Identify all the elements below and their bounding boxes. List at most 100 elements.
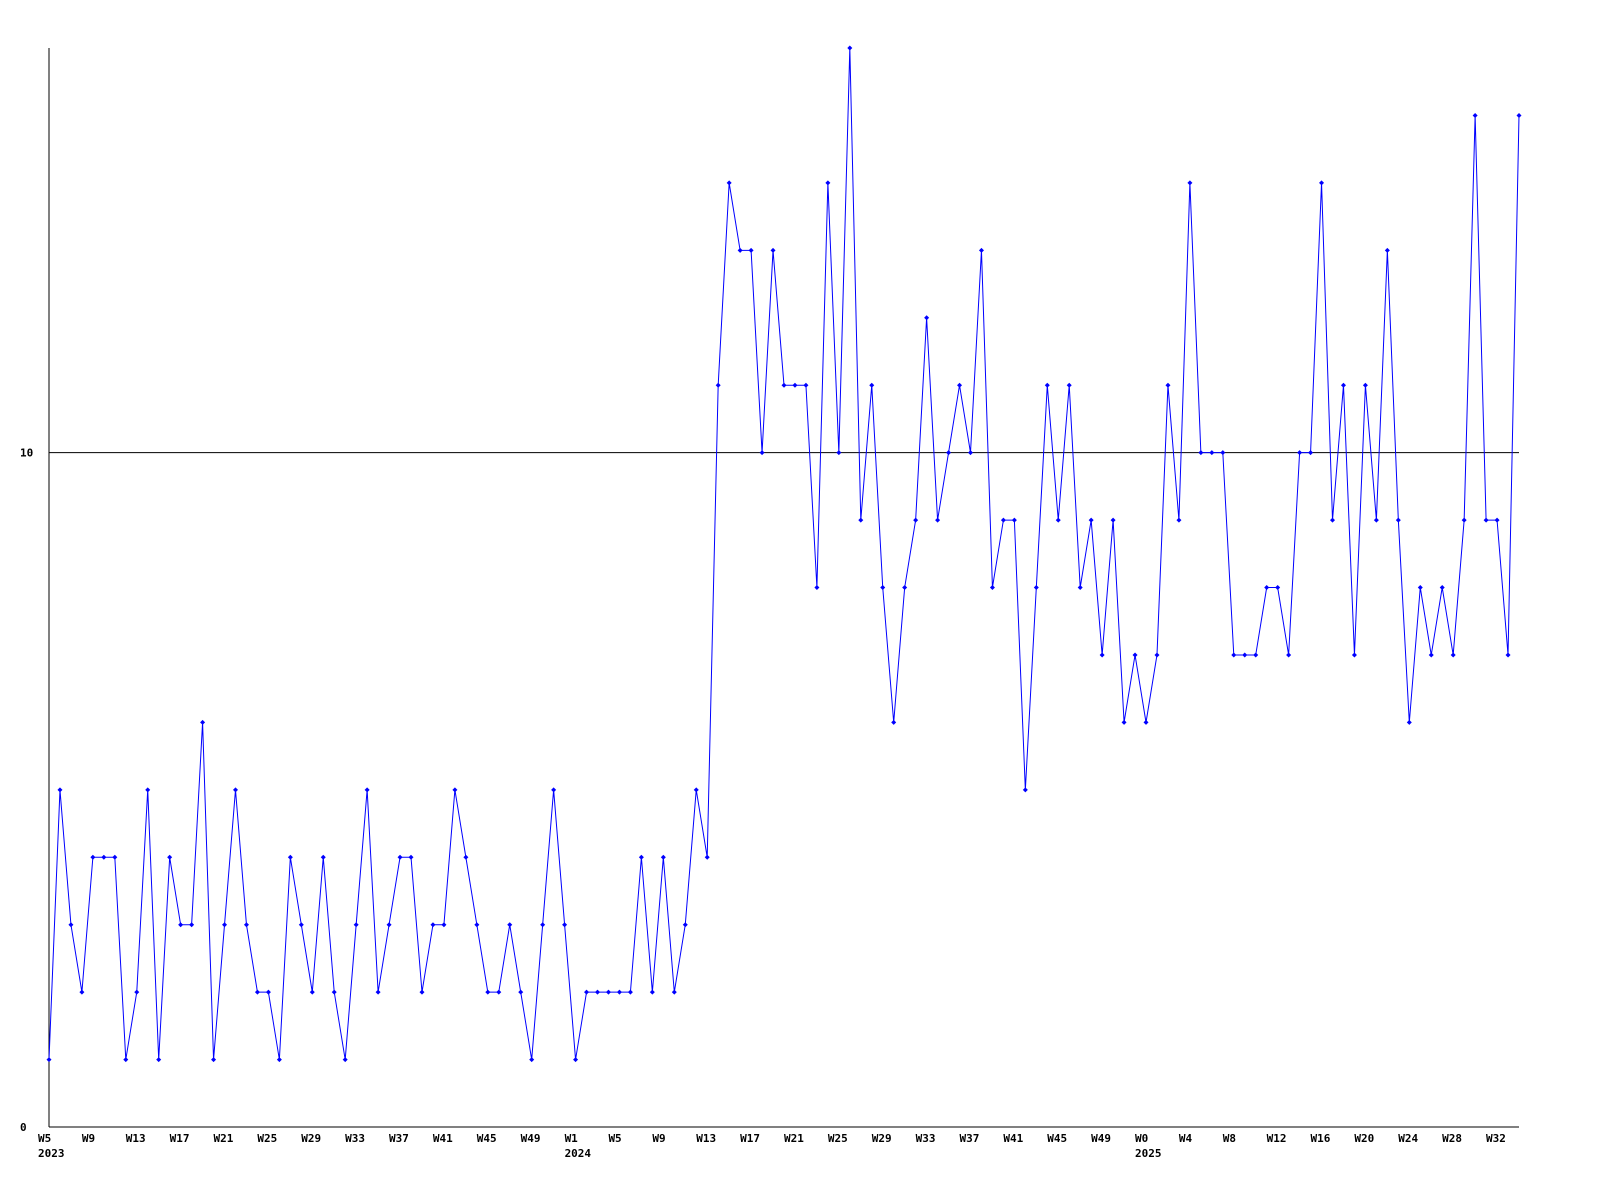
x-tick-label: W41 (433, 1132, 453, 1145)
point-marker (1494, 517, 1500, 523)
point-marker (1121, 719, 1127, 725)
point-marker (320, 854, 326, 860)
x-tick-label: W37 (389, 1132, 409, 1145)
x-tick-label: W17 (740, 1132, 760, 1145)
x-tick-label: W20 (1354, 1132, 1374, 1145)
point-marker (1330, 517, 1336, 523)
point-marker (265, 989, 271, 995)
point-marker (123, 1057, 129, 1063)
point-marker (562, 922, 568, 928)
point-marker (254, 989, 260, 995)
point-marker (1088, 517, 1094, 523)
x-tick-label: W41 (1003, 1132, 1023, 1145)
x-tick-label: W8 (1223, 1132, 1236, 1145)
point-marker (924, 315, 930, 321)
point-marker (540, 922, 546, 928)
point-marker (200, 719, 206, 725)
x-tick-label: W17 (170, 1132, 190, 1145)
point-marker (1516, 112, 1522, 118)
point-marker (1483, 517, 1489, 523)
point-marker (178, 922, 184, 928)
point-marker (1351, 652, 1357, 658)
point-marker (485, 989, 491, 995)
point-marker (869, 382, 875, 388)
point-marker (342, 1057, 348, 1063)
y-tick-label: 10 (20, 447, 33, 460)
point-marker (1033, 585, 1039, 590)
point-marker (825, 180, 831, 186)
x-tick-label: W28 (1442, 1132, 1462, 1145)
x-tick-label: W5 (38, 1132, 51, 1145)
point-marker (715, 382, 721, 388)
point-marker (1297, 450, 1303, 456)
point-marker (375, 989, 381, 995)
point-marker (1132, 652, 1138, 658)
point-marker (474, 922, 480, 928)
x-tick-label: W0 (1135, 1132, 1148, 1145)
point-marker (287, 854, 293, 860)
x-tick-label: W9 (82, 1132, 95, 1145)
point-marker (1055, 517, 1061, 523)
point-marker (660, 854, 666, 860)
point-marker (989, 585, 995, 590)
point-marker (419, 989, 425, 995)
point-marker (616, 989, 622, 995)
x-group-label: 2023 (38, 1147, 65, 1160)
point-marker (1406, 719, 1412, 725)
point-marker (1000, 517, 1006, 523)
point-marker (46, 1057, 52, 1063)
point-marker (496, 989, 502, 995)
point-marker (1044, 382, 1050, 388)
point-marker (649, 989, 655, 995)
point-marker (1308, 450, 1314, 456)
point-marker (101, 854, 107, 860)
x-tick-label: W33 (916, 1132, 936, 1145)
x-tick-label: W45 (477, 1132, 497, 1145)
point-marker (386, 922, 392, 928)
point-marker (770, 247, 776, 253)
point-marker (1154, 652, 1160, 658)
point-marker (858, 517, 864, 523)
point-marker (441, 922, 447, 928)
point-marker (309, 989, 315, 995)
point-marker (167, 854, 173, 860)
point-marker (1110, 517, 1116, 523)
point-marker (232, 787, 238, 793)
point-marker (946, 450, 952, 456)
point-marker (967, 450, 973, 456)
point-marker (1143, 719, 1149, 725)
point-marker (1242, 652, 1248, 658)
point-marker (1417, 585, 1423, 590)
point-marker (737, 247, 743, 253)
point-marker (397, 854, 403, 860)
point-marker (935, 517, 941, 523)
point-marker (551, 787, 557, 793)
point-marker (803, 382, 809, 388)
point-marker (408, 854, 414, 860)
point-marker (1362, 382, 1368, 388)
x-tick-label: W1 (565, 1132, 579, 1145)
point-marker (759, 450, 765, 456)
point-marker (518, 989, 524, 995)
x-tick-label: W49 (521, 1132, 541, 1145)
point-marker (298, 922, 304, 928)
x-tick-label: W37 (959, 1132, 979, 1145)
y-tick-label: 0 (20, 1121, 27, 1134)
point-marker (1165, 382, 1171, 388)
point-marker (1264, 585, 1270, 590)
x-tick-label: W13 (126, 1132, 146, 1145)
point-marker (1428, 652, 1434, 658)
point-marker (1275, 585, 1281, 590)
point-marker (430, 922, 436, 928)
point-marker (1340, 382, 1346, 388)
point-marker (1472, 112, 1478, 118)
point-marker (1461, 517, 1467, 523)
point-marker (452, 787, 458, 793)
point-marker (814, 585, 820, 590)
point-marker (145, 787, 151, 793)
x-tick-label: W29 (301, 1132, 321, 1145)
point-marker (595, 989, 601, 995)
point-marker (693, 787, 699, 793)
